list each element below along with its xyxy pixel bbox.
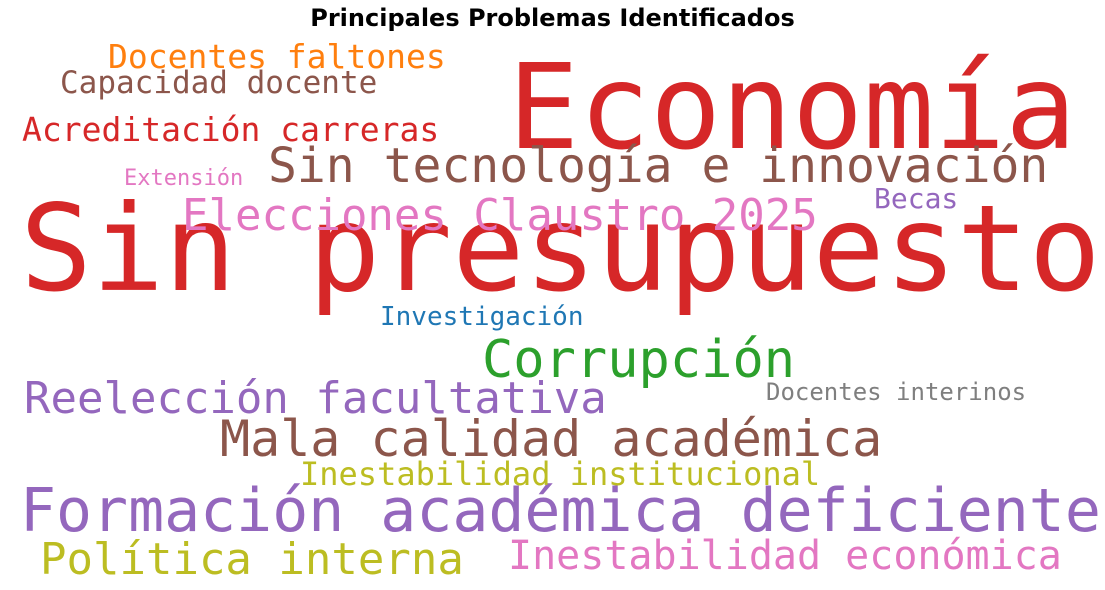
word-cloud-word: Acreditación carreras: [22, 110, 440, 149]
word-cloud-word: Política interna: [40, 534, 464, 585]
word-cloud-word: Formación académica deficiente: [20, 476, 1101, 546]
word-cloud-word: Mala calidad académica: [220, 410, 883, 468]
word-cloud-word: Capacidad docente: [60, 65, 378, 101]
word-cloud-word: Sin tecnología e innovación: [268, 138, 1049, 194]
word-cloud-word: Corrupción: [482, 330, 796, 390]
word-cloud-word: Economía: [508, 38, 1077, 176]
word-cloud-word: Reelección facultativa: [24, 373, 607, 424]
word-cloud-word: Docentes faltones: [108, 37, 446, 76]
word-cloud-word: Inestabilidad institucional: [300, 455, 821, 493]
word-cloud-word: Sin presupuesto: [20, 180, 1101, 319]
word-cloud-word: Extensión: [124, 166, 244, 191]
word-cloud-word: Becas: [874, 182, 959, 215]
word-cloud-word: Docentes interinos: [766, 378, 1027, 406]
word-cloud-word: Elecciones Claustro 2025: [182, 190, 818, 241]
word-cloud-word: Investigación: [380, 302, 584, 332]
word-cloud-word: Inestabilidad económica: [508, 533, 1062, 579]
chart-title: Principales Problemas Identificados: [310, 4, 795, 32]
